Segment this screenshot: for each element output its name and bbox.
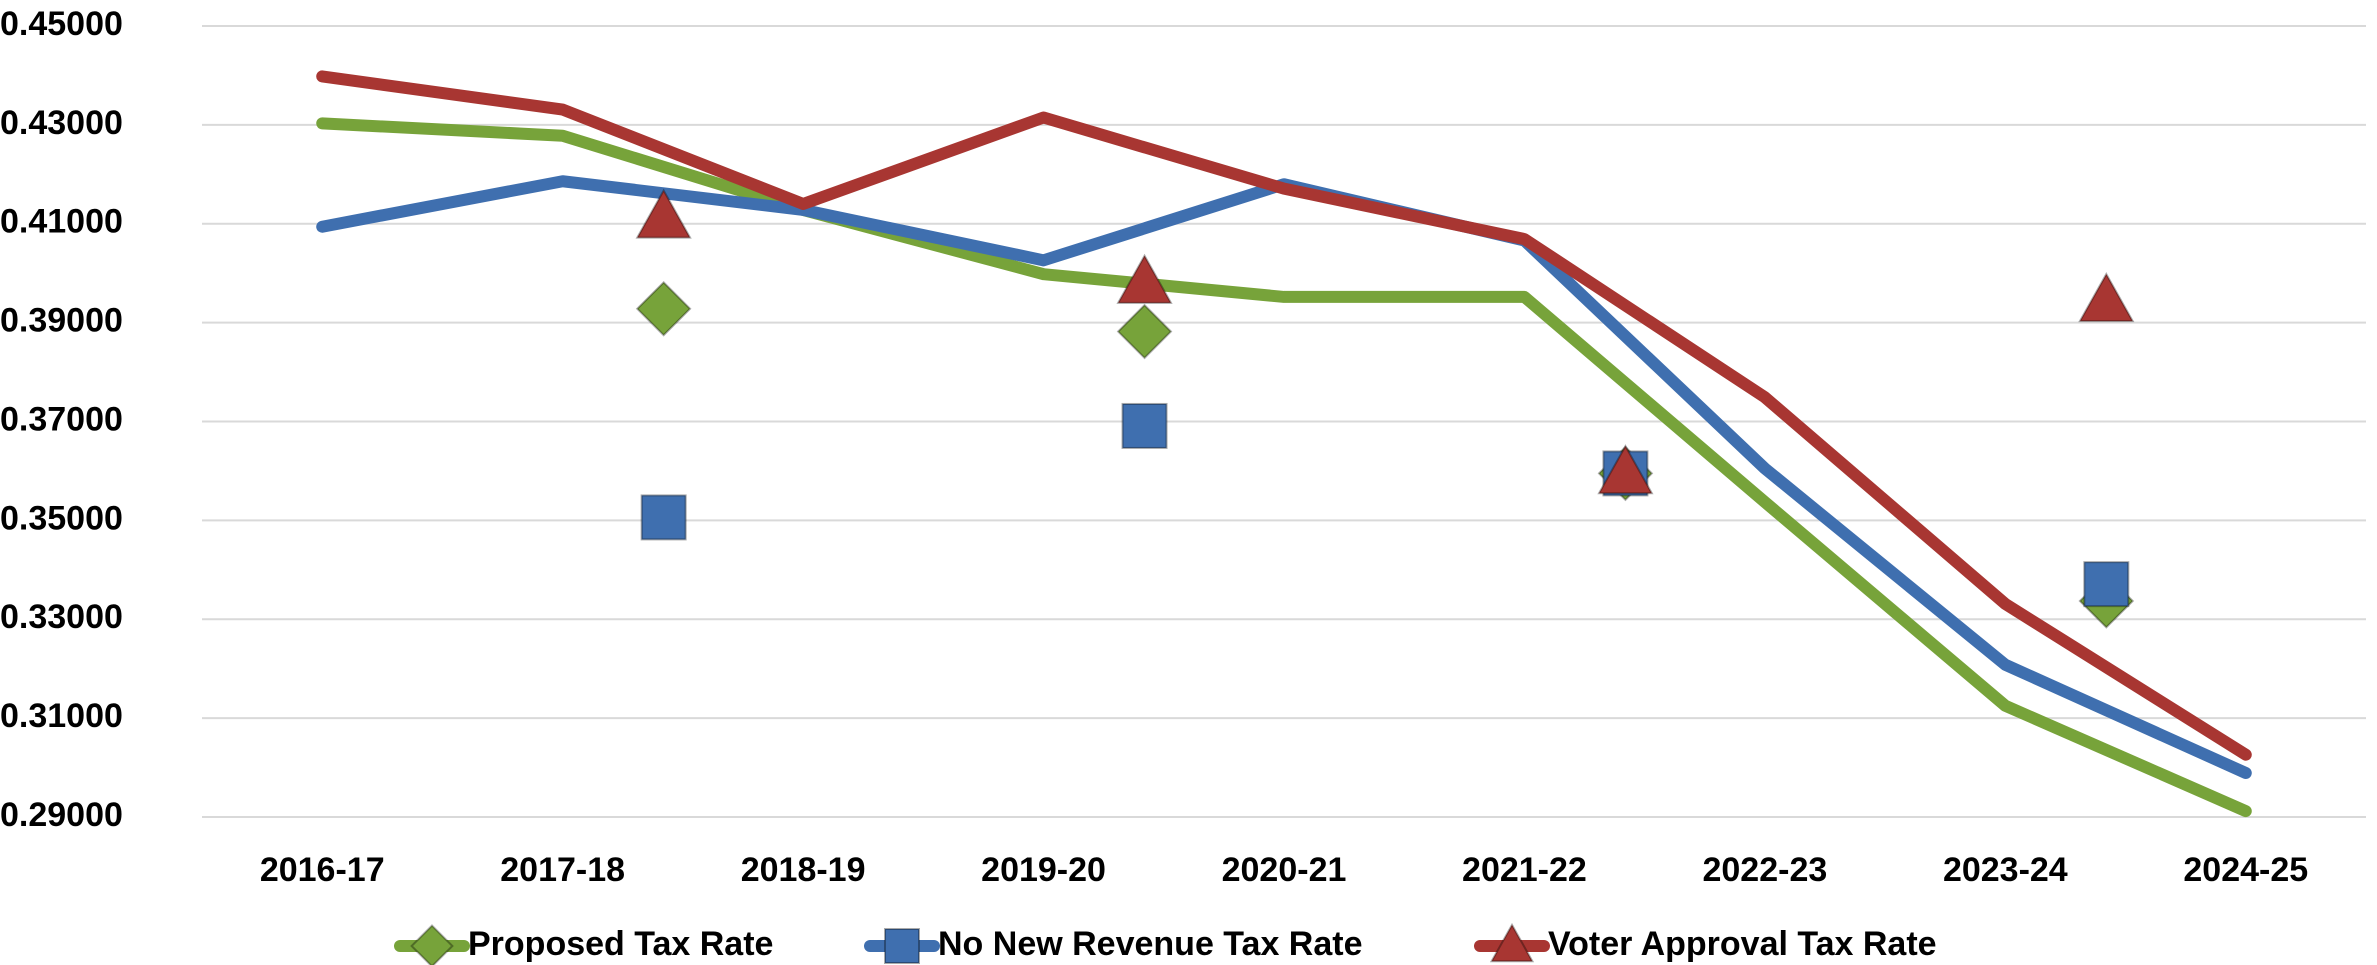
- x-tick-label: 2022-23: [1702, 851, 1827, 889]
- y-tick-label: 0.31000: [0, 697, 123, 735]
- legend-marker: [1489, 922, 1535, 963]
- legend-label: Voter Approval Tax Rate: [1548, 925, 1937, 963]
- x-tick-label: 2021-22: [1462, 851, 1587, 889]
- series-line: [316, 117, 2252, 818]
- legend-label: Proposed Tax Rate: [468, 925, 773, 963]
- series-marker: [2083, 561, 2130, 608]
- y-tick-label: 0.37000: [0, 400, 123, 438]
- y-tick-label: 0.45000: [0, 5, 123, 43]
- y-tick-label: 0.29000: [0, 796, 123, 834]
- x-tick-label: 2024-25: [2183, 851, 2308, 889]
- series-line: [316, 70, 2252, 761]
- legend-marker: [884, 928, 920, 964]
- series-marker: [635, 188, 692, 239]
- y-tick-label: 0.33000: [0, 598, 123, 636]
- series-marker: [1121, 402, 1168, 449]
- x-tick-label: 2020-21: [1222, 851, 1347, 889]
- x-tick-label: 2018-19: [741, 851, 866, 889]
- series-marker: [640, 494, 687, 541]
- series-marker: [1116, 303, 1173, 360]
- legend-marker: [410, 924, 454, 965]
- y-tick-label: 0.35000: [0, 499, 123, 537]
- series-marker: [635, 280, 692, 337]
- series-marker: [2078, 272, 2135, 323]
- x-tick-label: 2019-20: [981, 851, 1106, 889]
- x-tick-label: 2016-17: [260, 851, 385, 889]
- y-tick-label: 0.41000: [0, 203, 123, 241]
- series-marker: [1116, 253, 1173, 304]
- x-tick-label: 2017-18: [500, 851, 625, 889]
- y-tick-label: 0.39000: [0, 302, 123, 340]
- series-marker: [1597, 444, 1654, 495]
- series-line: [316, 175, 2252, 780]
- x-tick-label: 2023-24: [1943, 851, 2068, 889]
- y-tick-label: 0.43000: [0, 104, 123, 142]
- legend-label: No New Revenue Tax Rate: [938, 925, 1363, 963]
